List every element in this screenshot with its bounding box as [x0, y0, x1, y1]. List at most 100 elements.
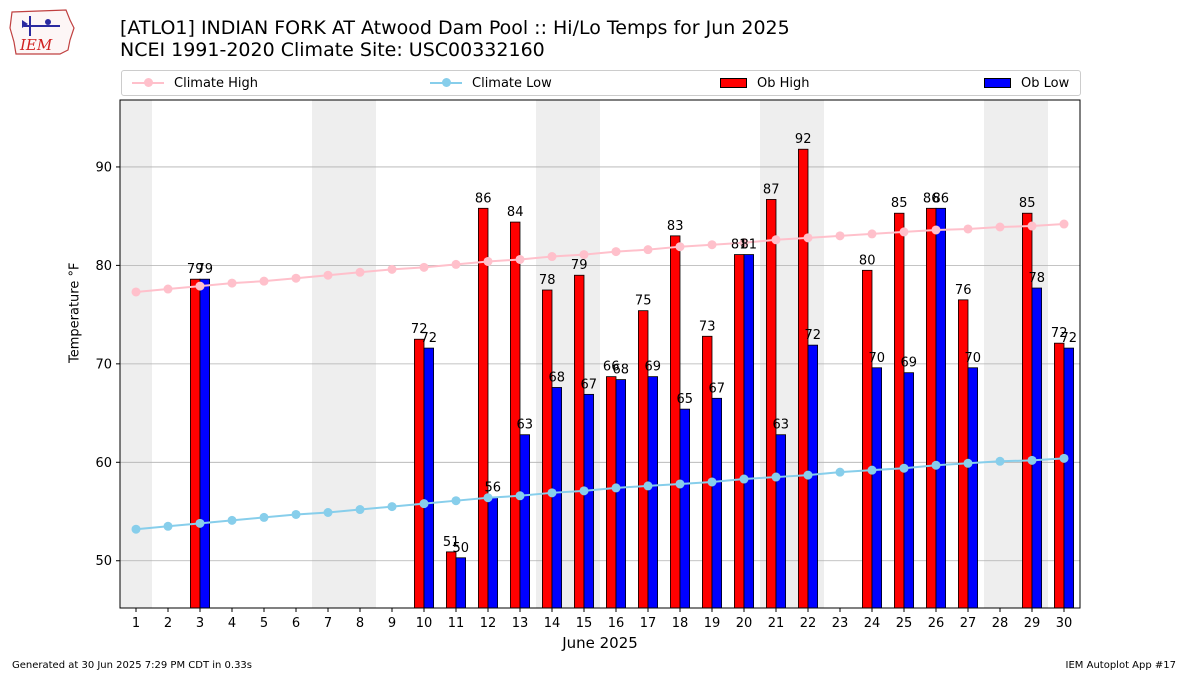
ob-low-value-label: 86 [933, 191, 950, 206]
ob-low-value-label: 67 [709, 381, 726, 396]
ob-high-value-label: 80 [859, 253, 876, 268]
ob-low-value-label: 69 [901, 356, 918, 371]
ob-low-bar [615, 379, 627, 609]
y-tick-label: 90 [95, 160, 112, 175]
ob-high-bar [862, 269, 873, 609]
x-tick-label: 21 [768, 616, 785, 631]
ob-low-value-label: 63 [517, 418, 534, 433]
climate-low-point [963, 458, 973, 468]
x-tick-label: 12 [480, 616, 497, 631]
climate-low-point [931, 460, 941, 470]
ob-low-bar [647, 376, 659, 609]
legend: Climate High Climate Low Ob High Ob Low [121, 70, 1081, 96]
legend-label-climate-high: Climate High [174, 75, 259, 91]
ob-low-value-label: 68 [549, 370, 566, 385]
ob-low-bar [1063, 347, 1075, 609]
climate-low-point [771, 472, 781, 482]
ob-high-bar [670, 235, 681, 609]
climate-high-point [739, 238, 749, 248]
climate-high-point [387, 264, 397, 274]
x-tick-label: 25 [896, 616, 913, 631]
legend-item-climate-high: Climate High [132, 71, 258, 95]
ob-high-bar [574, 274, 585, 609]
ob-low-value-label: 70 [869, 351, 886, 366]
climate-high-point [707, 240, 717, 250]
legend-item-climate-low: Climate Low [430, 71, 552, 95]
y-tick-label: 80 [95, 259, 112, 274]
iem-logo: IEM [8, 6, 80, 58]
ob-high-bar [734, 254, 745, 609]
climate-low-line [135, 457, 1065, 531]
x-tick-label: 22 [800, 616, 817, 631]
ob-high-swatch [720, 78, 747, 88]
climate-low-point [995, 456, 1005, 466]
ob-high-value-label: 92 [795, 132, 812, 147]
ob-low-value-label: 79 [197, 262, 214, 277]
climate-high-point [451, 259, 461, 269]
climate-low-point [1059, 453, 1069, 463]
ob-high-value-label: 86 [475, 191, 492, 206]
climate-low-point [131, 524, 141, 534]
legend-label-ob-low: Ob Low [1021, 75, 1070, 91]
climate-high-point [611, 247, 621, 257]
ob-low-value-label: 63 [773, 418, 790, 433]
ob-high-value-label: 81 [731, 238, 748, 253]
ob-low-value-label: 68 [613, 363, 630, 378]
ob-high-bar [413, 338, 425, 609]
x-tick-label: 16 [608, 616, 625, 631]
ob-low-value-label: 81 [741, 238, 758, 253]
climate-low-point [163, 521, 173, 531]
svg-text:IEM: IEM [19, 36, 53, 54]
ob-low-value-label: 72 [805, 328, 822, 343]
ob-high-value-label: 73 [699, 319, 716, 334]
climate-high-point [547, 252, 557, 262]
ob-high-value-label: 76 [955, 283, 972, 298]
climate-low-point [419, 499, 429, 509]
ob-high-bar [894, 212, 905, 609]
x-tick-label: 4 [228, 616, 236, 631]
ob-low-bar [583, 393, 595, 609]
y-axis-label: Temperature °F [67, 262, 83, 363]
ob-low-bar [519, 434, 531, 609]
weekend-band [120, 100, 152, 608]
ob-high-value-label: 85 [1019, 196, 1036, 211]
ob-low-value-label: 72 [1061, 331, 1078, 346]
climate-low-point [291, 509, 301, 519]
ob-low-bar [967, 367, 979, 609]
ob-high-value-label: 85 [891, 196, 908, 211]
climate-low-point [803, 470, 813, 480]
ob-high-bar [798, 148, 809, 609]
climate-low-point [195, 518, 205, 528]
x-tick-label: 15 [576, 616, 593, 631]
x-tick-label: 23 [832, 616, 849, 631]
climate-high-point [835, 231, 845, 241]
ob-high-bar [606, 376, 617, 609]
climate-low-point [323, 508, 333, 518]
climate-low-point [579, 486, 589, 496]
climate-low-point [643, 481, 653, 491]
x-tick-label: 1 [132, 616, 140, 631]
x-tick-label: 14 [544, 616, 561, 631]
ob-high-value-label: 84 [507, 205, 524, 220]
weekend-band [344, 100, 376, 608]
ob-low-bar [1031, 287, 1043, 609]
ob-low-value-label: 72 [421, 331, 438, 346]
ob-high-value-label: 79 [571, 258, 588, 273]
x-tick-label: 26 [928, 616, 945, 631]
climate-low-point [1027, 455, 1037, 465]
x-tick-label: 3 [196, 616, 204, 631]
ob-low-value-label: 56 [485, 481, 502, 496]
ob-low-bar [935, 207, 947, 609]
ob-high-value-label: 87 [763, 182, 780, 197]
ob-low-bar [871, 367, 883, 609]
ob-low-value-label: 70 [965, 351, 982, 366]
y-tick-label: 50 [95, 554, 112, 569]
ob-low-bar [711, 397, 723, 609]
climate-high-point [419, 262, 429, 272]
ob-high-value-label: 83 [667, 219, 684, 234]
climate-low-point [739, 474, 749, 484]
x-tick-label: 19 [704, 616, 721, 631]
ob-low-value-label: 67 [581, 377, 598, 392]
climate-high-point [995, 222, 1005, 232]
